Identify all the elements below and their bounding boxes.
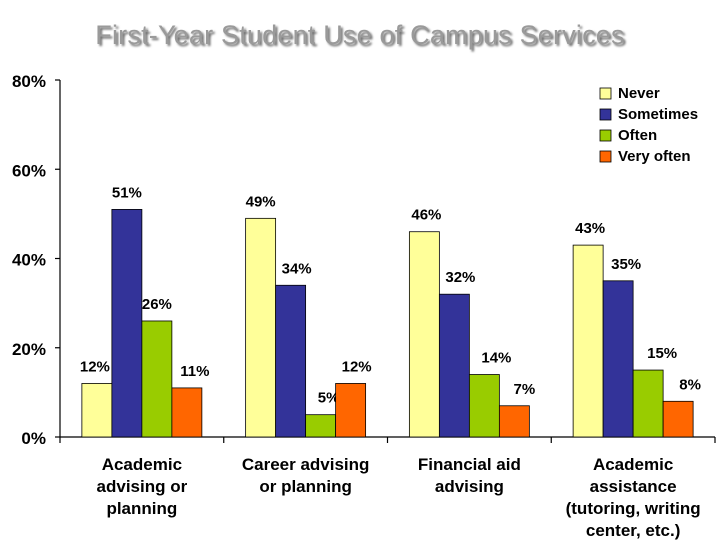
bar-very-often [171, 387, 203, 438]
legend-label: Sometimes [618, 106, 698, 123]
legend-swatch [599, 108, 612, 121]
data-label: 49% [246, 193, 276, 210]
x-tick-label: Career advising [242, 455, 370, 474]
bar-often [632, 369, 664, 438]
legend-label: Often [618, 127, 657, 144]
chart-title: First-Year Student Use of Campus Service… [95, 20, 625, 50]
data-label: 46% [411, 207, 441, 224]
legend-label: Very often [618, 148, 691, 165]
x-tick-label: advising or [97, 477, 188, 496]
x-tick-label: Academic [593, 455, 673, 474]
data-label: 32% [445, 269, 475, 286]
x-tick-label: advising [435, 477, 504, 496]
x-tick-label: Financial aid [418, 455, 521, 474]
y-tick-label: 40% [12, 251, 46, 270]
bar-very-often [662, 400, 694, 438]
data-label: 11% [180, 363, 209, 380]
data-label: 8% [679, 376, 701, 393]
data-label: 12% [80, 358, 110, 375]
legend-label: Never [618, 85, 660, 102]
bar-sometimes [111, 209, 143, 438]
x-tick-label: Academic [102, 455, 182, 474]
data-label: 5% [318, 390, 340, 407]
x-tick-label: or planning [259, 477, 352, 496]
bar-sometimes [602, 280, 634, 438]
bar-never [81, 383, 113, 438]
bar-very-often [498, 405, 530, 438]
data-label: 51% [112, 184, 142, 201]
data-label: 26% [142, 296, 172, 313]
x-tick-label: (tutoring, writing [566, 499, 701, 518]
bar-very-often [335, 383, 367, 438]
bar-never [245, 217, 277, 438]
bar-sometimes [275, 284, 307, 438]
legend-swatch [599, 129, 612, 142]
data-label: 43% [575, 220, 605, 237]
bar-often [305, 414, 337, 438]
data-label: 35% [611, 256, 641, 273]
y-tick-label: 20% [12, 340, 46, 359]
bar-never [408, 231, 440, 438]
data-label: 34% [282, 260, 312, 277]
y-tick-label: 80% [12, 72, 46, 91]
data-label: 7% [514, 381, 536, 398]
bar-never [572, 244, 604, 438]
x-tick-label: planning [106, 499, 177, 518]
y-tick-label: 60% [12, 161, 46, 180]
data-label: 14% [481, 350, 511, 367]
bar-often [468, 374, 500, 438]
data-label: 12% [342, 358, 372, 375]
y-tick-label: 0% [21, 429, 46, 448]
x-tick-label: center, etc.) [586, 521, 681, 540]
bar-sometimes [438, 293, 470, 438]
x-tick-label: assistance [590, 477, 677, 496]
bar-often [141, 320, 173, 438]
data-label: 15% [647, 345, 677, 362]
legend-swatch [599, 87, 612, 100]
legend-swatch [599, 150, 612, 163]
